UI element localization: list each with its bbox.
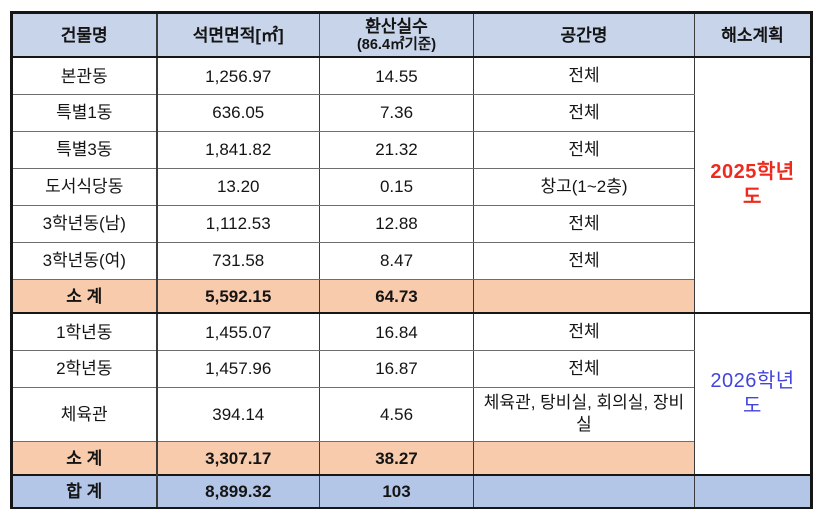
area-cell: 636.05: [156, 93, 320, 132]
subtotal-area-cell: 5,592.15: [156, 278, 320, 315]
asbestos-table: 건물명 석면면적[㎡] 환산실수 (86.4㎡기준) 공간명 해소계획 본관동 1…: [10, 11, 813, 509]
area-cell: 13.20: [156, 167, 320, 206]
subtotal-area-cell: 3,307.17: [156, 440, 320, 476]
rooms-cell: 21.32: [319, 130, 474, 169]
header-plan: 해소계획: [694, 12, 812, 59]
header-space: 공간명: [473, 12, 695, 59]
space-cell: 체육관, 탕비실, 회의실, 장비실: [473, 386, 695, 442]
table-row: 1학년동 1,455.07 16.84 전체 2026학년도: [11, 312, 812, 476]
table-row: 3학년동(여) 731.58 8.47 전체: [11, 241, 812, 280]
rooms-cell: 16.87: [319, 349, 474, 388]
space-cell: 전체: [473, 204, 695, 243]
building-cell: 도서식당동: [11, 167, 158, 206]
space-cell: 전체: [473, 93, 695, 132]
total-area-cell: 8,899.32: [156, 474, 320, 509]
subtotal-space-cell: [473, 278, 695, 315]
subtotal-space-cell: [473, 440, 695, 476]
building-cell: 체육관: [11, 386, 158, 442]
table-row: 특별3동 1,841.82 21.32 전체: [11, 130, 812, 169]
total-label-cell: 합 계: [11, 474, 158, 509]
area-cell: 1,112.53: [156, 204, 320, 243]
total-plan-cell: [694, 474, 812, 509]
table-row: 2학년동 1,457.96 16.87 전체: [11, 349, 812, 388]
space-cell: 전체: [473, 349, 695, 388]
building-cell: 1학년동: [11, 312, 158, 351]
table-row: 도서식당동 13.20 0.15 창고(1~2층): [11, 167, 812, 206]
rooms-cell: 12.88: [319, 204, 474, 243]
building-cell: 2학년동: [11, 349, 158, 388]
space-cell: 전체: [473, 241, 695, 280]
space-cell: 전체: [473, 56, 695, 95]
header-building: 건물명: [11, 12, 158, 59]
subtotal-label-cell: 소 계: [11, 278, 158, 315]
plan-year-cell: 2025학년도: [694, 56, 812, 315]
area-cell: 394.14: [156, 386, 320, 442]
header-rooms: 환산실수 (86.4㎡기준): [319, 12, 474, 59]
subtotal-rooms-cell: 64.73: [319, 278, 474, 315]
table-row: 3학년동(남) 1,112.53 12.88 전체: [11, 204, 812, 243]
total-rooms-cell: 103: [319, 474, 474, 509]
table-body: 본관동 1,256.97 14.55 전체 2025학년도 특별1동 636.05 7.36 전…: [11, 56, 812, 476]
rooms-cell: 4.56: [319, 386, 474, 442]
building-cell: 3학년동(남): [11, 204, 158, 243]
table-row: 체육관 394.14 4.56 체육관, 탕비실, 회의실, 장비실: [11, 386, 812, 442]
rooms-cell: 8.47: [319, 241, 474, 280]
subtotal-row: 소 계 3,307.17 38.27: [11, 440, 812, 476]
header-rooms-line1: 환산실수: [365, 17, 428, 36]
area-cell: 1,256.97: [156, 56, 320, 95]
space-cell: 전체: [473, 312, 695, 351]
space-cell: 창고(1~2층): [473, 167, 695, 206]
table-row: 특별1동 636.05 7.36 전체: [11, 93, 812, 132]
header-rooms-line2: (86.4㎡기준): [356, 37, 437, 54]
building-cell: 특별1동: [11, 93, 158, 132]
rooms-cell: 16.84: [319, 312, 474, 351]
total-row: 합 계 8,899.32 103: [11, 474, 812, 509]
area-cell: 1,841.82: [156, 130, 320, 169]
subtotal-rooms-cell: 38.27: [319, 440, 474, 476]
subtotal-row: 소 계 5,592.15 64.73: [11, 278, 812, 315]
subtotal-label-cell: 소 계: [11, 440, 158, 476]
area-cell: 1,457.96: [156, 349, 320, 388]
rooms-cell: 7.36: [319, 93, 474, 132]
plan-year-cell: 2026학년도: [694, 312, 812, 476]
total-space-cell: [473, 474, 695, 509]
header-row: 건물명 석면면적[㎡] 환산실수 (86.4㎡기준) 공간명 해소계획: [11, 12, 812, 59]
table-header: 건물명 석면면적[㎡] 환산실수 (86.4㎡기준) 공간명 해소계획: [11, 12, 812, 59]
table-footer: 합 계 8,899.32 103: [11, 474, 812, 509]
area-cell: 1,455.07: [156, 312, 320, 351]
table-row: 본관동 1,256.97 14.55 전체 2025학년도: [11, 56, 812, 315]
building-cell: 본관동: [11, 56, 158, 95]
rooms-cell: 0.15: [319, 167, 474, 206]
building-cell: 3학년동(여): [11, 241, 158, 280]
rooms-cell: 14.55: [319, 56, 474, 95]
building-cell: 특별3동: [11, 130, 158, 169]
header-area: 석면면적[㎡]: [156, 12, 320, 59]
area-cell: 731.58: [156, 241, 320, 280]
space-cell: 전체: [473, 130, 695, 169]
